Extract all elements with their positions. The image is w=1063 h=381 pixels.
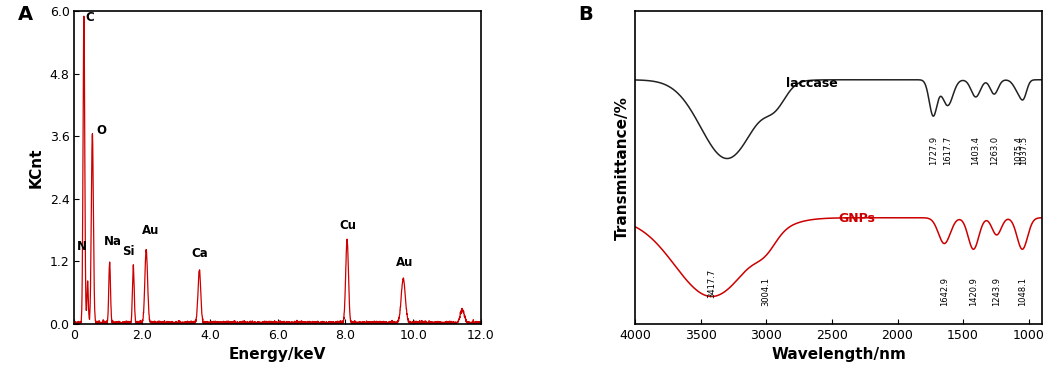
Text: 1048.1: 1048.1 xyxy=(1018,277,1027,306)
Y-axis label: KCnt: KCnt xyxy=(29,147,44,188)
Text: 1727.9: 1727.9 xyxy=(929,136,938,165)
Text: 1037.5: 1037.5 xyxy=(1019,136,1028,165)
Text: B: B xyxy=(578,5,593,24)
Y-axis label: Transmittance/%: Transmittance/% xyxy=(614,96,629,240)
Text: 1263.0: 1263.0 xyxy=(990,136,998,165)
Text: Si: Si xyxy=(122,245,135,258)
Text: 1642.9: 1642.9 xyxy=(940,277,949,306)
Text: Au: Au xyxy=(396,256,414,269)
Text: Na: Na xyxy=(104,235,122,248)
Text: 1617.7: 1617.7 xyxy=(943,136,952,165)
Text: 3417.7: 3417.7 xyxy=(707,269,716,298)
Text: C: C xyxy=(86,11,95,24)
X-axis label: Energy/keV: Energy/keV xyxy=(229,347,326,362)
Text: 1403.4: 1403.4 xyxy=(972,136,980,165)
X-axis label: Wavelength/nm: Wavelength/nm xyxy=(771,347,906,362)
Text: N: N xyxy=(78,240,87,253)
Text: 1420.9: 1420.9 xyxy=(969,277,978,306)
Text: 3004.1: 3004.1 xyxy=(761,277,771,306)
Text: O: O xyxy=(97,124,106,137)
Text: Ca: Ca xyxy=(191,247,208,260)
Text: Cu: Cu xyxy=(339,219,356,232)
Text: GNPs: GNPs xyxy=(839,212,876,225)
Text: laccase: laccase xyxy=(786,77,838,90)
Text: 1243.9: 1243.9 xyxy=(992,277,1001,306)
Text: Au: Au xyxy=(142,224,159,237)
Text: A: A xyxy=(17,5,33,24)
Text: 1075.4: 1075.4 xyxy=(1014,136,1024,165)
